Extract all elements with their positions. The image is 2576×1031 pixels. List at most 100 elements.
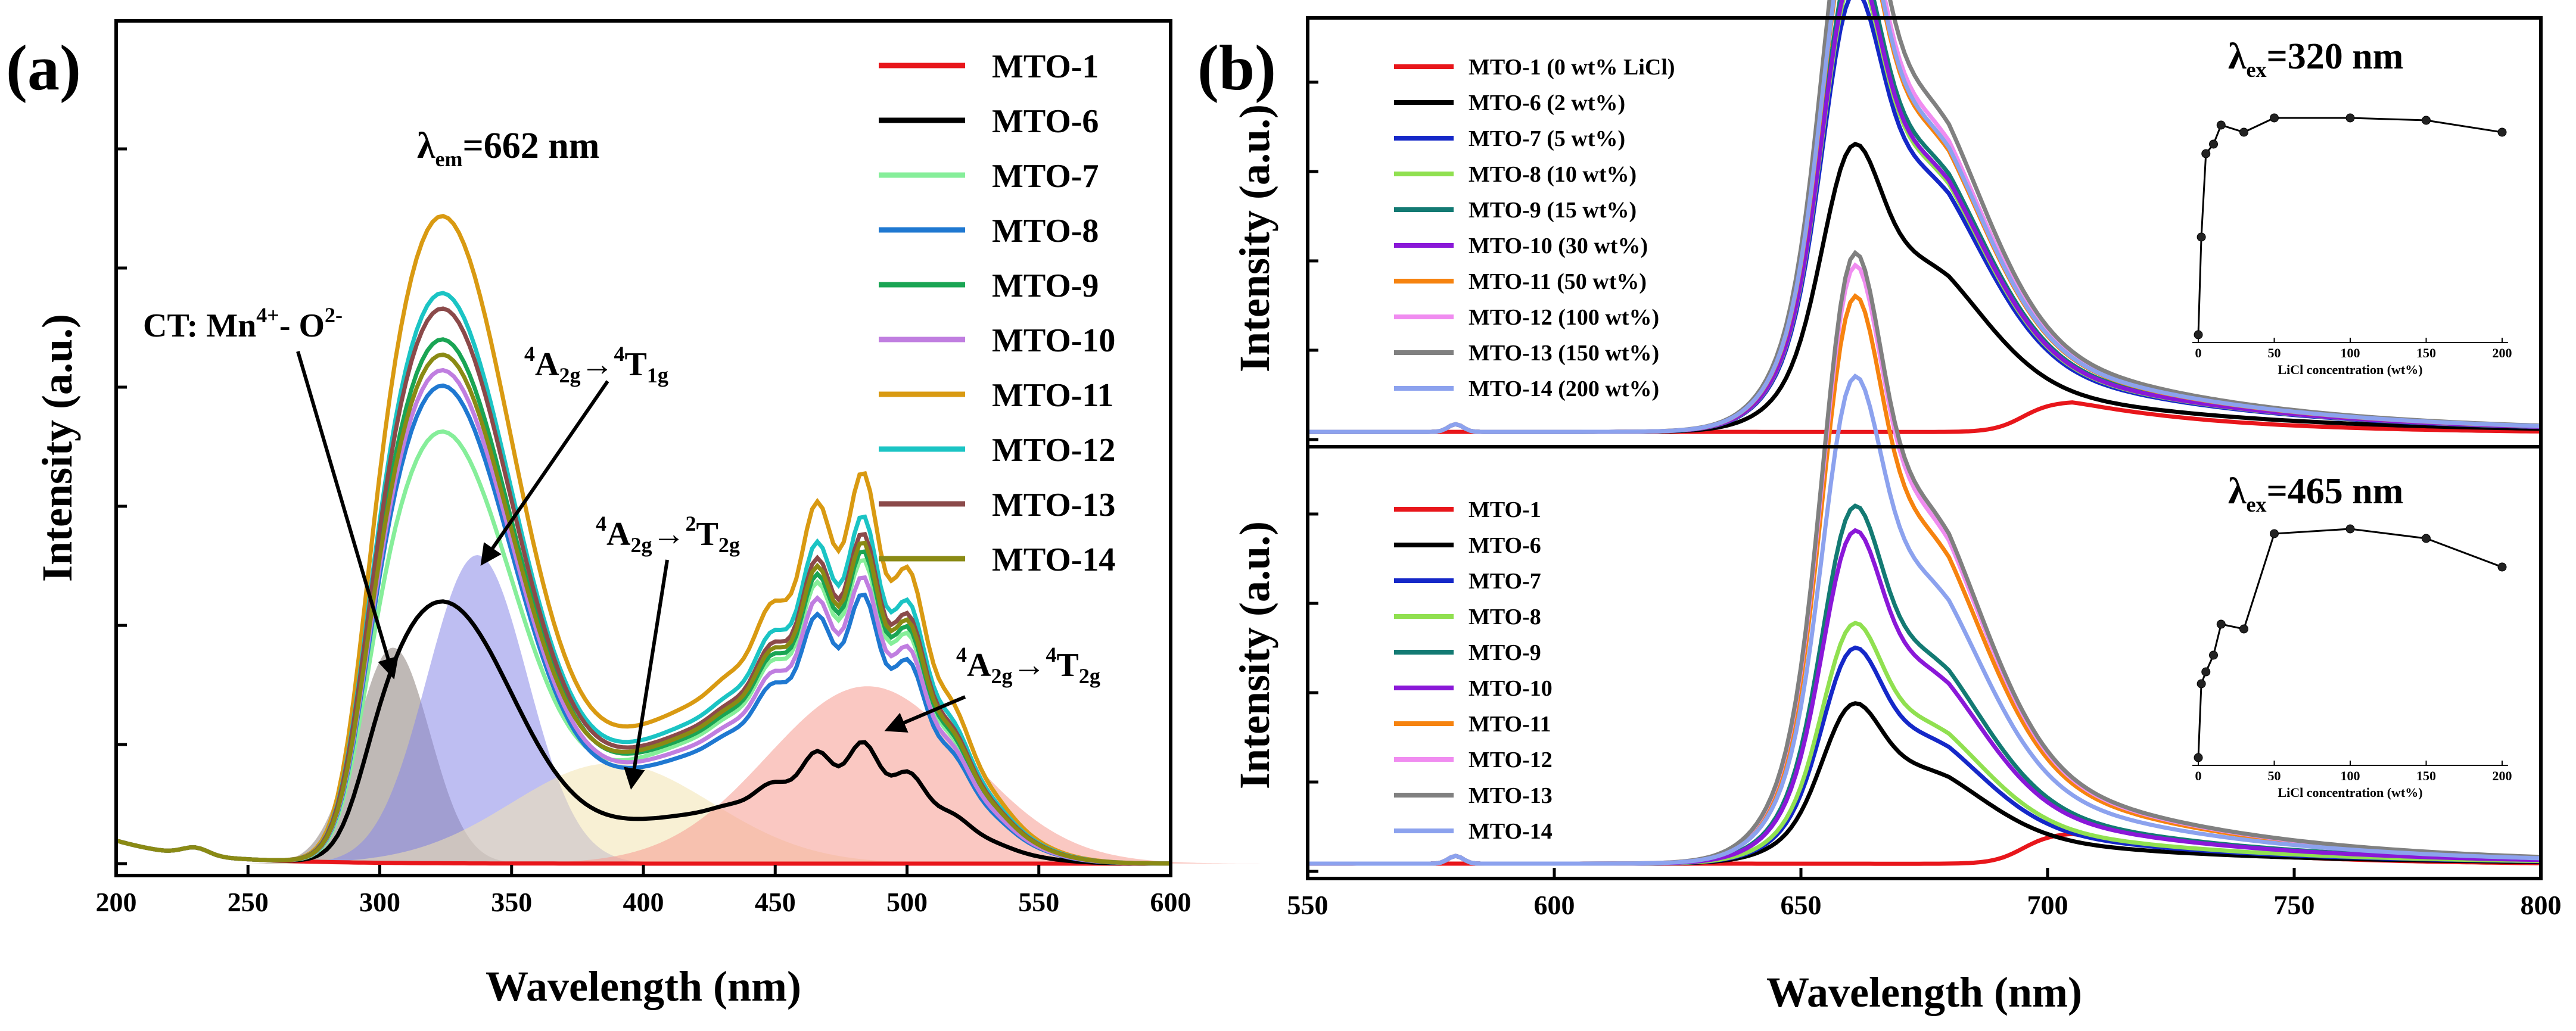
inset-point <box>2197 679 2206 689</box>
annotation-arrow-4t1g <box>480 380 609 566</box>
legend-label: MTO-6 <box>1469 533 1541 558</box>
legend: MTO-1 MTO-6 MTO-7 MTO-8 MTO-9 MTO-10 MTO-11 MTO… <box>879 48 1115 578</box>
inset-tick-label: 0 <box>2195 768 2202 783</box>
fitted-band-0 <box>245 647 541 864</box>
inset-point <box>2422 534 2431 543</box>
annotation-ct: CT: Mn4+- O2- <box>143 303 343 344</box>
inset-tick-label: 0 <box>2195 345 2202 360</box>
inset-tick-label: 50 <box>2268 768 2281 783</box>
legend-label: MTO-13 (150 wt%) <box>1469 341 1659 366</box>
fitted-band-3 <box>466 686 1268 864</box>
inset-point <box>2239 624 2248 634</box>
annotation-4t2g: 4A2g→4T2g <box>956 643 1100 688</box>
inset-tick-label: 50 <box>2268 345 2281 360</box>
x-tick-label: 250 <box>228 887 269 917</box>
inset-tick-label: 150 <box>2416 345 2436 360</box>
legend-top: MTO-1 (0 wt% LiCl) MTO-6 (2 wt%) MTO-7 (5 … <box>1394 55 1675 401</box>
legend-label: MTO-13 <box>992 487 1115 524</box>
x-tick-label: 550 <box>1018 887 1059 917</box>
panel-a: 200 250 300 350 400 450 500 550 600 Wavelength (… <box>33 19 1268 1010</box>
inset-tick-label: 150 <box>2416 768 2436 783</box>
inset-tick-label: 200 <box>2493 345 2512 360</box>
annotation-arrow-4t2g <box>884 695 966 733</box>
legend-label: MTO-1 (0 wt% LiCl) <box>1469 55 1675 80</box>
legend-label: MTO-7 <box>1469 569 1541 594</box>
y-axis-title-bottom: Intensity (a.u.) <box>1231 521 1278 789</box>
inset-point <box>2197 232 2206 242</box>
x-tick-label: 700 <box>2027 890 2068 920</box>
inset-line <box>2197 528 2503 758</box>
legend-label: MTO-8 <box>992 213 1099 250</box>
inset-point <box>2209 650 2218 660</box>
x-tick-label: 550 <box>1287 890 1329 920</box>
inset-point <box>2194 330 2203 339</box>
y-axis-title-top: Intensity (a.u.) <box>1231 104 1278 372</box>
condition-label-bottom: λex=465 nm <box>2228 471 2403 516</box>
condition-label: λem=662 nm <box>417 126 599 171</box>
inset-point <box>2270 529 2279 538</box>
panel-b-bottom-frame <box>1306 445 2543 880</box>
legend-label: MTO-1 <box>992 48 1099 85</box>
y-axis-title: Intensity (a.u.) <box>33 314 81 582</box>
legend-label: MTO-9 (15 wt%) <box>1469 198 1637 223</box>
legend-label: MTO-14 <box>992 541 1115 578</box>
annotation-arrow-ct <box>296 351 399 680</box>
condition-label-top: λex=320 nm <box>2228 36 2403 82</box>
series-lines <box>116 214 1171 866</box>
panel-b: 550 600 650 700 750 800 Wavelength (nm) Inten… <box>1231 0 2562 1016</box>
legend-label: MTO-9 <box>992 267 1099 304</box>
legend-label: MTO-6 (2 wt%) <box>1469 91 1625 116</box>
legend-label: MTO-8 <box>1469 605 1541 630</box>
annotation-2t2g: 4A2g→2T2g <box>596 512 740 557</box>
legend-label: MTO-10 (30 wt%) <box>1469 233 1648 258</box>
x-axis-title: Wavelength (nm) <box>486 963 801 1010</box>
legend-label: MTO-11 (50 wt%) <box>1469 269 1647 294</box>
inset-tick-label: 200 <box>2493 768 2512 783</box>
x-tick-label: 500 <box>886 887 928 917</box>
inset-point <box>2201 149 2211 158</box>
inset-line <box>2197 117 2503 335</box>
legend-label: MTO-8 (10 wt%) <box>1469 162 1637 187</box>
legend-label: MTO-6 <box>992 103 1099 140</box>
fitted-band-1 <box>276 555 678 864</box>
legend-label: MTO-14 (200 wt%) <box>1469 376 1659 401</box>
inset-tick-label: 100 <box>2341 345 2360 360</box>
x-tick-label: 350 <box>491 887 532 917</box>
inset-point <box>2239 127 2248 137</box>
inset-top: 0 50 100 150 200 LiCl concentration (wt%) <box>2192 113 2512 377</box>
series-line-MTO-14 (200 wt%) <box>1308 0 2541 434</box>
inset-point <box>2201 667 2211 677</box>
x-tick-label: 800 <box>2521 890 2562 920</box>
bottom-series-lines <box>1308 250 2541 866</box>
legend-label: MTO-11 <box>992 377 1113 414</box>
annotation-4t1g: 4A2g→4T1g <box>524 342 668 387</box>
top-series-lines <box>1308 0 2541 434</box>
x-tick-label: 450 <box>755 887 796 917</box>
legend-label: MTO-12 (100 wt%) <box>1469 305 1659 330</box>
inset-point <box>2345 113 2355 123</box>
fitted-band-2 <box>211 763 1013 864</box>
inset-x-label: LiCl concentration (wt%) <box>2278 362 2422 377</box>
x-tick-label: 200 <box>96 887 137 917</box>
x-ticks: 200 250 300 350 400 450 500 550 600 <box>96 865 1191 917</box>
inset-point <box>2497 562 2507 572</box>
legend-label: MTO-11 <box>1469 712 1551 737</box>
legend-label: MTO-14 <box>1469 819 1553 844</box>
inset-point <box>2216 120 2226 130</box>
x-tick-label: 650 <box>1781 890 1822 920</box>
inset-point <box>2216 619 2226 629</box>
x-axis-title: Wavelength (nm) <box>1766 968 2082 1016</box>
x-tick-label: 600 <box>1534 890 1575 920</box>
legend-label: MTO-7 (5 wt%) <box>1469 126 1625 151</box>
legend-label: MTO-9 <box>1469 640 1541 665</box>
legend-bottom: MTO-1 MTO-6 MTO-7 MTO-8 MTO-9 MTO-10 MTO-11 MTO… <box>1394 497 1553 844</box>
legend-label: MTO-10 <box>1469 676 1553 701</box>
annotations: CT: Mn4+- O2- 4A2g→4T1g 4A2g→2T2g 4A2g→4… <box>143 303 1100 790</box>
inset-point <box>2194 753 2203 762</box>
legend-label: MTO-1 <box>1469 497 1541 522</box>
x-tick-label: 750 <box>2274 890 2315 920</box>
y-ticks <box>116 147 127 865</box>
inset-point <box>2270 113 2279 123</box>
legend-label: MTO-13 <box>1469 783 1553 808</box>
